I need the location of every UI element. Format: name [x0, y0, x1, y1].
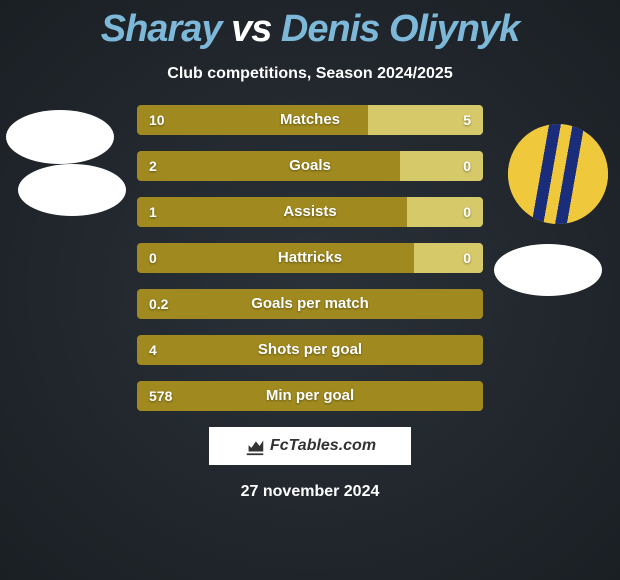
stat-label: Goals: [137, 151, 483, 181]
subtitle: Club competitions, Season 2024/2025: [0, 65, 620, 83]
stat-value-right: 0: [463, 151, 471, 181]
stat-label: Shots per goal: [137, 335, 483, 365]
stat-row: Matches10 5: [137, 105, 483, 135]
stat-label: Matches: [137, 105, 483, 135]
player1-avatar: [6, 110, 114, 164]
stat-value-right: 0: [463, 197, 471, 227]
player2-club-logo: [494, 244, 602, 296]
player1-name: Sharay: [101, 8, 222, 50]
stat-value-left: 4: [149, 335, 157, 365]
stat-value-left: 0.2: [149, 289, 168, 319]
stat-value-left: 2: [149, 151, 157, 181]
watermark-text: FcTables.com: [270, 437, 376, 455]
comparison-title: Sharay vs Denis Oliynyk: [0, 0, 620, 51]
stat-label: Min per goal: [137, 381, 483, 411]
stat-label: Hattricks: [137, 243, 483, 273]
watermark[interactable]: FcTables.com: [209, 427, 411, 465]
stat-value-right: 5: [463, 105, 471, 135]
stat-row: Min per goal578: [137, 381, 483, 411]
chart-icon: [244, 435, 266, 457]
vs-text: vs: [231, 8, 271, 50]
stat-value-left: 1: [149, 197, 157, 227]
stat-value-left: 578: [149, 381, 172, 411]
stat-value-left: 0: [149, 243, 157, 273]
stat-value-right: 0: [463, 243, 471, 273]
date: 27 november 2024: [0, 483, 620, 501]
stat-row: Goals2 0: [137, 151, 483, 181]
stat-label: Assists: [137, 197, 483, 227]
player1-club-logo: [18, 164, 126, 216]
stats-bars: Matches105Goals20Assists10Hattricks00Goa…: [137, 105, 483, 411]
player2-avatar: [508, 124, 608, 224]
stat-row: Goals per match0.2: [137, 289, 483, 319]
stat-row: Assists1 0: [137, 197, 483, 227]
stat-row: Shots per goal4: [137, 335, 483, 365]
player2-name: Denis Oliynyk: [281, 8, 519, 50]
stat-value-left: 10: [149, 105, 165, 135]
stat-row: Hattricks0 0: [137, 243, 483, 273]
stat-label: Goals per match: [137, 289, 483, 319]
